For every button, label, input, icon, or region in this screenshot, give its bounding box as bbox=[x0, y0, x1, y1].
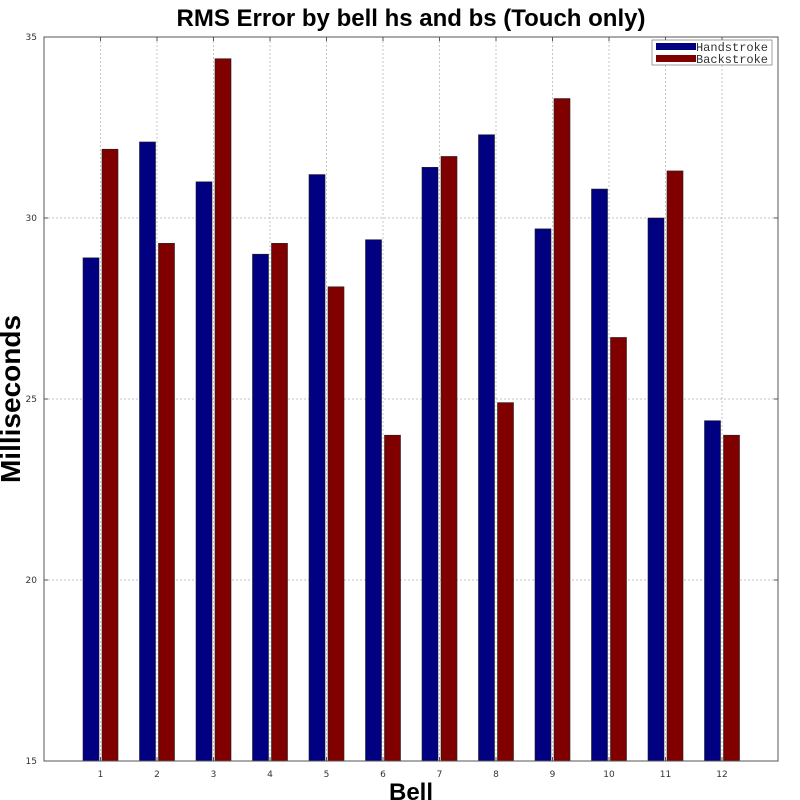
y-tick-label: 20 bbox=[26, 576, 38, 586]
bars bbox=[82, 58, 740, 762]
bar-handstroke-bell-10 bbox=[591, 188, 608, 762]
bar-backstroke-bell-8 bbox=[497, 402, 514, 762]
bar-backstroke-bell-3 bbox=[214, 58, 232, 762]
x-tick-label: 3 bbox=[211, 770, 217, 780]
bar-handstroke-bell-1 bbox=[82, 257, 100, 762]
x-tick-label: 11 bbox=[660, 770, 671, 780]
x-tick-label: 4 bbox=[267, 770, 273, 780]
y-tick-label: 30 bbox=[26, 214, 38, 224]
y-tick-label: 35 bbox=[26, 33, 37, 43]
legend: Handstroke Backstroke bbox=[651, 39, 773, 67]
bar-backstroke-bell-2 bbox=[158, 243, 175, 762]
x-tick-label: 1 bbox=[98, 770, 104, 780]
bar-handstroke-bell-2 bbox=[139, 141, 156, 762]
bar-handstroke-bell-4 bbox=[252, 253, 269, 762]
y-tick-label: 15 bbox=[26, 757, 37, 767]
legend-label-backstroke: Backstroke bbox=[696, 53, 768, 67]
bar-handstroke-bell-5 bbox=[308, 174, 326, 762]
bar-handstroke-bell-8 bbox=[478, 134, 495, 762]
bar-backstroke-bell-5 bbox=[327, 286, 345, 762]
x-tick-label: 9 bbox=[550, 770, 556, 780]
bar-backstroke-bell-7 bbox=[440, 156, 458, 762]
bar-backstroke-bell-11 bbox=[666, 170, 684, 762]
y-axis-label: Milliseconds bbox=[0, 315, 26, 483]
bar-handstroke-bell-6 bbox=[365, 239, 382, 762]
bar-handstroke-bell-9 bbox=[534, 228, 552, 762]
bar-handstroke-bell-12 bbox=[704, 420, 721, 762]
bar-handstroke-bell-11 bbox=[647, 217, 665, 762]
x-axis: 1 2 3 4 5 6 7 8 9 10 11 12 bbox=[98, 37, 728, 780]
x-tick-label: 2 bbox=[154, 770, 160, 780]
legend-swatch-handstroke bbox=[656, 43, 696, 50]
x-tick-label: 10 bbox=[603, 770, 615, 780]
bar-backstroke-bell-4 bbox=[271, 243, 288, 762]
x-tick-label: 8 bbox=[493, 770, 499, 780]
bar-handstroke-bell-3 bbox=[195, 181, 213, 762]
x-tick-label: 7 bbox=[437, 770, 443, 780]
y-axis: 15 20 25 30 35 bbox=[26, 33, 778, 767]
chart-title: RMS Error by bell hs and bs (Touch only) bbox=[177, 5, 646, 32]
bar-backstroke-bell-10 bbox=[610, 337, 627, 762]
x-axis-label: Bell bbox=[389, 779, 433, 800]
x-tick-label: 6 bbox=[380, 770, 386, 780]
x-tick-label: 5 bbox=[324, 770, 330, 780]
bar-backstroke-bell-12 bbox=[723, 434, 740, 762]
bar-backstroke-bell-6 bbox=[384, 434, 401, 762]
grid-lines bbox=[44, 37, 778, 761]
bar-backstroke-bell-1 bbox=[101, 148, 119, 762]
y-tick-label: 25 bbox=[26, 395, 37, 405]
bar-handstroke-bell-7 bbox=[421, 167, 439, 762]
x-tick-label: 12 bbox=[716, 770, 727, 780]
bar-backstroke-bell-9 bbox=[553, 98, 571, 762]
legend-label-handstroke: Handstroke bbox=[696, 41, 768, 55]
legend-swatch-backstroke bbox=[656, 55, 696, 62]
